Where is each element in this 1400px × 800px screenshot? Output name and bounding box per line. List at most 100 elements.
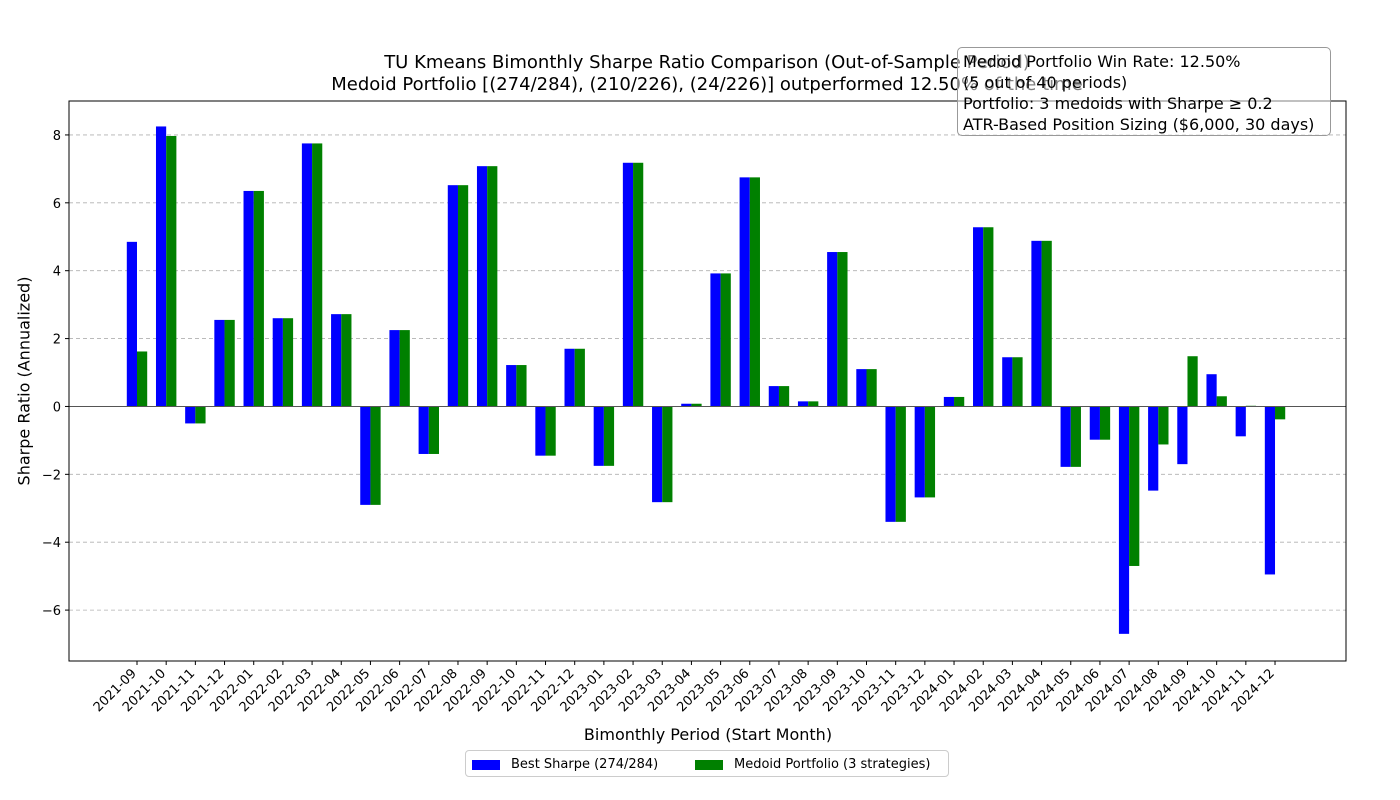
portfolio-text: Portfolio: 3 medoids with Sharpe ≥ 0.2 xyxy=(963,94,1273,113)
bar-medoid-portfolio xyxy=(983,227,994,407)
bar-best-sharpe xyxy=(593,406,604,466)
bar-medoid-portfolio xyxy=(954,396,965,407)
legend-label-medoid-portfolio: Medoid Portfolio (3 strategies) xyxy=(734,757,931,772)
bar-best-sharpe xyxy=(710,273,721,407)
bar-medoid-portfolio xyxy=(1275,406,1286,420)
position-sizing-text: ATR-Based Position Sizing ($6,000, 30 da… xyxy=(963,115,1315,134)
bar-best-sharpe xyxy=(360,406,371,505)
bar-best-sharpe xyxy=(389,330,400,407)
bar-best-sharpe xyxy=(1002,357,1013,407)
bar-best-sharpe xyxy=(331,314,342,407)
y-axis-label: Sharpe Ratio (Annualized) xyxy=(14,276,34,486)
y-tick-label: −4 xyxy=(42,536,61,551)
plot-frame xyxy=(68,100,1347,662)
bar-medoid-portfolio xyxy=(457,185,469,407)
bar-medoid-portfolio xyxy=(603,406,615,466)
legend: Best Sharpe (274/284) Medoid Portfolio (… xyxy=(465,750,949,777)
bar-best-sharpe xyxy=(1089,406,1100,440)
bar-medoid-portfolio xyxy=(574,348,585,407)
bar-medoid-portfolio xyxy=(516,365,527,407)
bar-best-sharpe xyxy=(943,396,955,407)
bar-best-sharpe xyxy=(301,143,313,407)
y-tick-label: 0 xyxy=(53,400,61,415)
bar-medoid-portfolio xyxy=(370,406,381,505)
bar-best-sharpe xyxy=(797,401,809,407)
chart-title: TU Kmeans Bimonthly Sharpe Ratio Compari… xyxy=(384,52,1030,73)
bar-medoid-portfolio xyxy=(1187,356,1198,407)
bar-medoid-portfolio xyxy=(691,403,702,407)
periods-text: (5 out of 40 periods) xyxy=(963,73,1128,92)
bar-medoid-portfolio xyxy=(487,166,498,407)
bar-best-sharpe xyxy=(243,190,254,407)
bar-best-sharpe xyxy=(1060,406,1071,467)
bar-best-sharpe xyxy=(1206,374,1217,407)
bar-best-sharpe xyxy=(272,318,283,407)
bar-best-sharpe xyxy=(1177,406,1188,465)
bar-medoid-portfolio xyxy=(282,318,294,407)
y-tick-label: −2 xyxy=(42,468,61,483)
bar-medoid-portfolio xyxy=(1129,406,1140,566)
bar-best-sharpe xyxy=(126,241,137,407)
bar-best-sharpe xyxy=(155,126,167,407)
legend-swatch-green xyxy=(695,759,723,770)
bar-best-sharpe xyxy=(535,406,546,456)
bar-medoid-portfolio xyxy=(399,330,410,407)
legend-label-best-sharpe: Best Sharpe (274/284) xyxy=(511,757,659,772)
bar-best-sharpe xyxy=(1031,240,1042,407)
bar-best-sharpe xyxy=(1148,406,1159,491)
y-tick-label: 4 xyxy=(53,265,61,280)
bar-best-sharpe xyxy=(622,162,634,407)
win-rate-annotation: Medoid Portfolio Win Rate: 12.50% (5 out… xyxy=(957,47,1331,136)
y-tick-label: 8 xyxy=(53,129,61,144)
bar-medoid-portfolio xyxy=(224,319,235,407)
chart-subtitle: Medoid Portfolio [(274/284), (210/226), … xyxy=(331,74,1083,95)
x-axis-label: Bimonthly Period (Start Month) xyxy=(583,725,833,744)
bar-best-sharpe xyxy=(214,319,225,407)
bar-best-sharpe xyxy=(827,252,838,407)
bar-best-sharpe xyxy=(1264,406,1276,575)
y-tick-label: −6 xyxy=(42,604,61,619)
legend-item-best-sharpe: Best Sharpe (274/284) xyxy=(472,757,658,772)
bar-medoid-portfolio xyxy=(1099,406,1111,440)
bar-medoid-portfolio xyxy=(924,406,936,498)
win-rate-text: Medoid Portfolio Win Rate: 12.50% xyxy=(963,52,1241,71)
bar-best-sharpe xyxy=(739,177,750,407)
bar-best-sharpe xyxy=(476,166,488,407)
bar-best-sharpe xyxy=(185,406,196,424)
bar-medoid-portfolio xyxy=(808,401,819,407)
bar-best-sharpe xyxy=(1235,406,1246,437)
legend-item-medoid-portfolio: Medoid Portfolio (3 strategies) xyxy=(695,757,931,772)
bar-best-sharpe xyxy=(652,406,663,503)
legend-swatch-blue xyxy=(472,759,500,770)
bar-medoid-portfolio xyxy=(837,252,848,407)
bar-best-sharpe xyxy=(914,406,925,498)
bars xyxy=(126,126,1286,634)
bar-medoid-portfolio xyxy=(1012,357,1023,407)
bar-medoid-portfolio xyxy=(253,190,264,407)
bar-best-sharpe xyxy=(885,406,896,522)
bar-medoid-portfolio xyxy=(1216,396,1227,407)
y-axis-ticks: −6 −4 −2 0 2 4 6 8 xyxy=(42,129,69,619)
bar-medoid-portfolio xyxy=(749,177,760,407)
bar-best-sharpe xyxy=(564,348,575,407)
bar-medoid-portfolio xyxy=(1158,406,1169,445)
bar-medoid-portfolio xyxy=(341,314,352,407)
bar-medoid-portfolio xyxy=(195,406,206,424)
x-axis-ticks: 2021-092021-102021-112021-122022-012022-… xyxy=(91,661,1278,715)
bar-best-sharpe xyxy=(856,369,867,407)
bar-medoid-portfolio xyxy=(633,162,644,407)
bar-medoid-portfolio xyxy=(312,143,323,407)
bar-best-sharpe xyxy=(506,365,517,407)
bar-medoid-portfolio xyxy=(720,273,731,407)
y-tick-label: 6 xyxy=(53,197,61,212)
bar-medoid-portfolio xyxy=(137,351,148,407)
bar-best-sharpe xyxy=(681,403,692,407)
bar-medoid-portfolio xyxy=(1041,240,1052,407)
bar-medoid-portfolio xyxy=(166,135,177,407)
bar-medoid-portfolio xyxy=(866,369,877,407)
bar-medoid-portfolio xyxy=(778,386,790,407)
y-tick-label: 2 xyxy=(53,333,61,348)
bar-medoid-portfolio xyxy=(895,406,906,522)
bar-medoid-portfolio xyxy=(1070,406,1081,467)
